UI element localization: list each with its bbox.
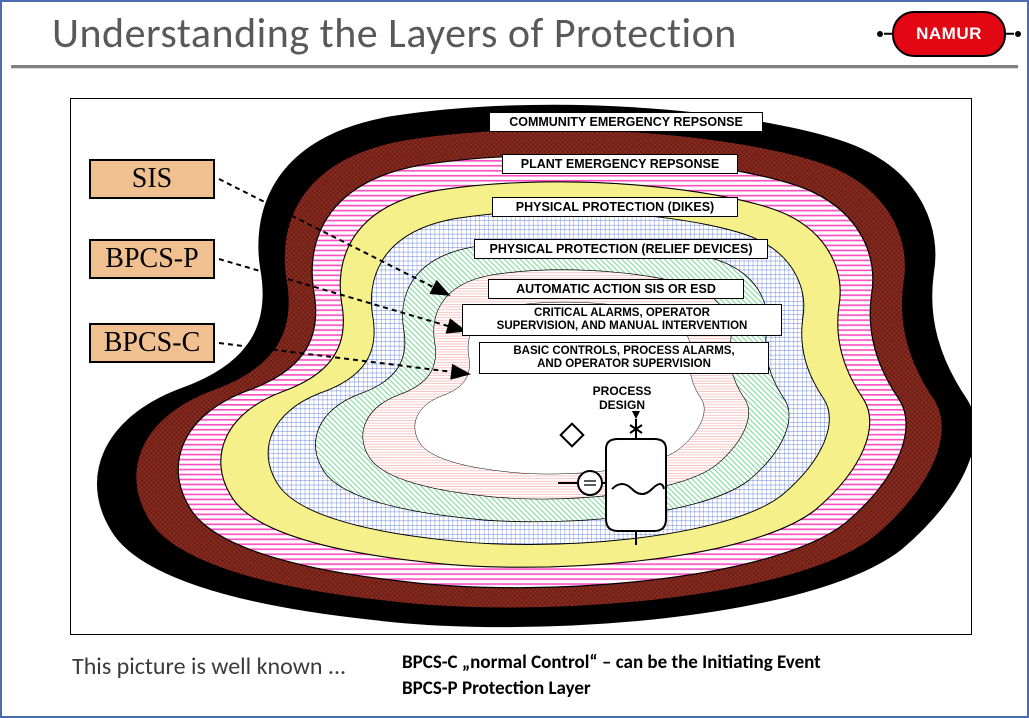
slide: Understanding the Layers of Protection N… bbox=[0, 0, 1029, 718]
logo-text: NAMUR bbox=[916, 24, 982, 44]
layer-label-relief: PHYSICAL PROTECTION (RELIEF DEVICES) bbox=[474, 239, 768, 259]
layer-label-alarms: CRITICAL ALARMS, OPERATOR SUPERVISION, A… bbox=[462, 304, 782, 336]
layer-label-design: PROCESS DESIGN bbox=[570, 383, 674, 415]
side-label-bpcs-p: BPCS-P bbox=[89, 239, 215, 279]
title-divider bbox=[11, 65, 1018, 68]
side-label-bpcs-c: BPCS-C bbox=[89, 323, 215, 363]
diagram-frame: COMMUNITY EMERGENCY REPSONSE PLANT EMERGE… bbox=[70, 98, 972, 635]
footer-legend-line1: BPCS-C „normal Control“ – can be the Ini… bbox=[402, 650, 821, 676]
footer-legend-line2: BPCS-P Protection Layer bbox=[402, 676, 821, 702]
layer-label-bpcs: BASIC CONTROLS, PROCESS ALARMS, AND OPER… bbox=[479, 342, 769, 374]
title-bar: Understanding the Layers of Protection N… bbox=[2, 2, 1027, 63]
logo-pill: NAMUR bbox=[892, 11, 1006, 57]
layer-label-dikes: PHYSICAL PROTECTION (DIKES) bbox=[492, 197, 738, 217]
footer-legend: BPCS-C „normal Control“ – can be the Ini… bbox=[402, 650, 821, 701]
layer-label-sis: AUTOMATIC ACTION SIS OR ESD bbox=[488, 279, 744, 299]
namur-logo: NAMUR bbox=[891, 13, 1007, 55]
page-title: Understanding the Layers of Protection bbox=[52, 8, 737, 59]
side-label-sis: SIS bbox=[89, 159, 215, 199]
layer-label-plant: PLANT EMERGENCY REPSONSE bbox=[502, 154, 738, 174]
footer-caption: This picture is well known ... bbox=[72, 652, 346, 681]
layer-label-community: COMMUNITY EMERGENCY REPSONSE bbox=[489, 112, 763, 132]
